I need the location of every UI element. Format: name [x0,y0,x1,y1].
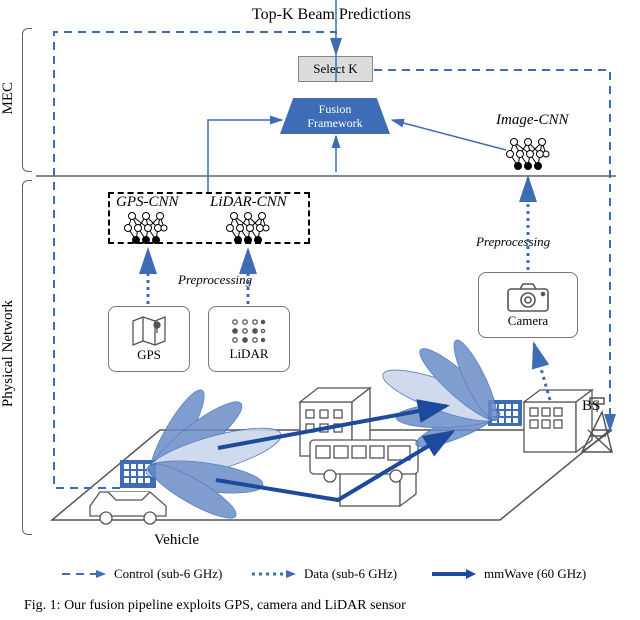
point-cloud-icon [229,316,269,346]
legend-mmwave: mmWave (60 GHz) [432,566,586,582]
fusion-box: Fusion Framework [280,98,390,134]
preproc-camera: Preprocessing [476,234,550,250]
vehicle-label: Vehicle [154,532,199,549]
camera-icon [505,281,551,313]
gps-cnn-label: GPS-CNN [116,194,179,211]
nn-icon-image [506,136,550,172]
diagram-container: Top-K Beam Predictions MEC Physical Netw… [0,0,640,620]
gps-sensor: GPS [108,306,190,372]
bracket-phys [22,180,32,535]
camera-label: Camera [508,313,548,329]
section-phys: Physical Network [0,300,17,407]
legend-control: Control (sub-6 GHz) [62,566,222,582]
lidar-sensor: LiDAR [208,306,290,372]
section-mec: MEC [0,82,17,115]
legend-mmwave-label: mmWave (60 GHz) [484,566,586,582]
select-k-box: Select K [298,56,373,82]
title: Top-K Beam Predictions [252,6,411,24]
bracket-mec [22,28,32,172]
nn-icon-lidar [226,210,270,246]
legend-data: Data (sub-6 GHz) [252,566,397,582]
legend-control-label: Control (sub-6 GHz) [114,566,222,582]
camera-sensor: Camera [478,272,578,338]
legend-data-label: Data (sub-6 GHz) [304,566,397,582]
divider [36,175,616,177]
nn-icon-gps [124,210,168,246]
preproc-vehicle: Preprocessing [178,272,252,288]
figure-caption: Fig. 1: Our fusion pipeline exploits GPS… [24,598,406,614]
lidar-label: LiDAR [230,346,269,362]
map-pin-icon [131,315,167,347]
image-cnn-label: Image-CNN [496,112,569,129]
lidar-cnn-label: LiDAR-CNN [210,194,287,211]
bs-label: BS [582,398,600,415]
gps-label: GPS [137,347,161,363]
